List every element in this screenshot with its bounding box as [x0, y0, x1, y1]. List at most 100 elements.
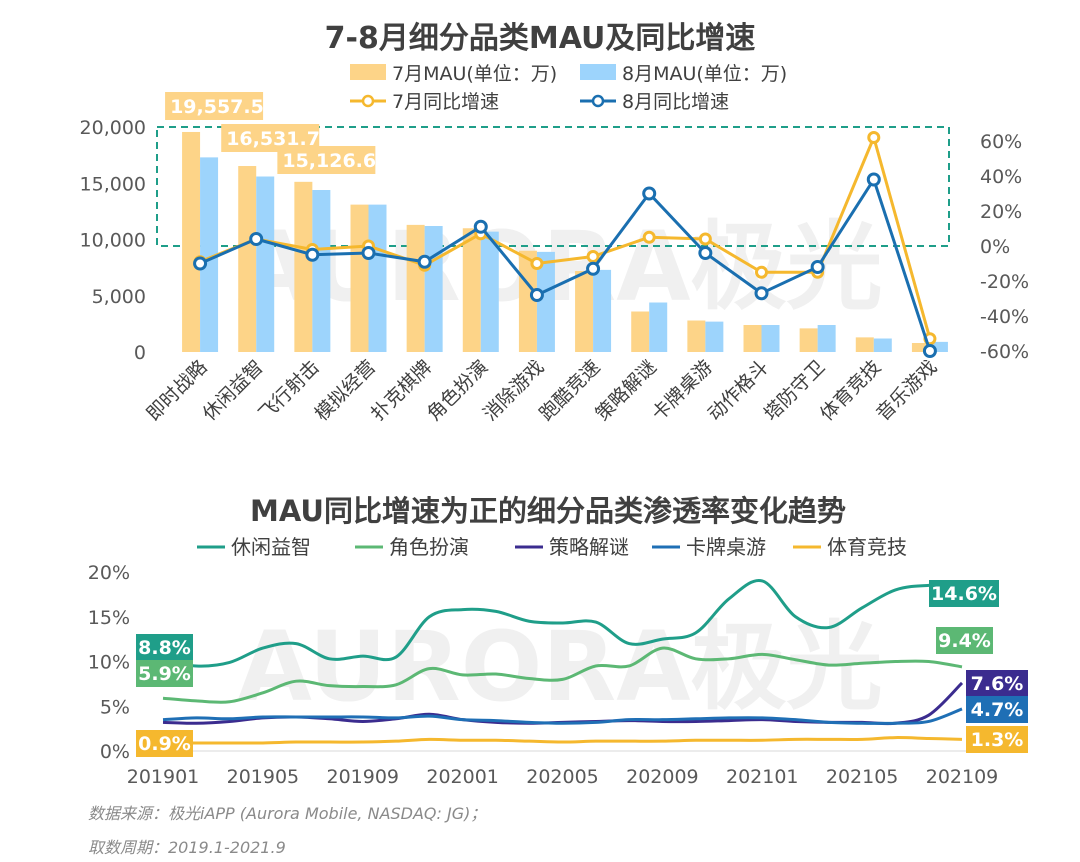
x-category-label: 模拟经营	[311, 356, 380, 425]
legend-label-1: 休闲益智	[231, 535, 311, 559]
legend-marker-3	[361, 94, 375, 108]
end-label-sports-box	[966, 726, 1028, 753]
legend-label-1: 7月MAU(单位：万)	[392, 63, 557, 85]
bar-7-4	[350, 204, 369, 352]
watermark: AURORA极光	[237, 611, 882, 723]
bar-8-10	[705, 321, 724, 352]
y-right-tick: -40%	[980, 306, 1029, 328]
y-right-tick: 40%	[980, 166, 1022, 188]
x-category-label: 飞行射击	[255, 356, 324, 425]
x-category-label: 动作格斗	[704, 356, 773, 425]
end-label-card: 4.7%	[971, 699, 1024, 721]
y-right-tick: 60%	[980, 131, 1022, 153]
end-label-strategy: 7.6%	[971, 673, 1024, 695]
bar-8-1	[200, 157, 219, 352]
source-note: 数据来源：极光iAPP (Aurora Mobile, NASDAQ: JG)；	[88, 804, 487, 823]
series-line-rpg	[162, 646, 963, 704]
bar-7-1	[182, 131, 201, 352]
point-7-8	[586, 250, 600, 263]
bar-8-12	[817, 325, 836, 352]
point-8-11	[754, 286, 769, 301]
x-category-label: 跑酷竞速	[535, 356, 604, 425]
legend-label-4: 8月同比增速	[622, 91, 729, 113]
bar-8-7	[536, 251, 555, 352]
point-8-7	[529, 288, 544, 302]
x-category-label: 音乐游戏	[872, 356, 941, 425]
bar-7-12	[799, 328, 818, 352]
legend-label-2: 角色扮演	[389, 535, 469, 559]
bar-8-11	[761, 325, 780, 352]
x-category-label: 扑克棋牌	[367, 356, 436, 425]
end-label-sports: 1.3%	[971, 729, 1024, 751]
x-tick: 201901	[127, 766, 200, 788]
penetration-line-chart: MAU同比增速为正的细分品类渗透率变化趋势 AURORA极光 休闲益智 角色扮演 策略解…	[88, 494, 1028, 788]
point-7-13	[867, 131, 881, 144]
highlight-box	[156, 126, 950, 247]
bar-7-6	[462, 228, 481, 352]
legend-label-4: 卡牌桌游	[686, 535, 766, 559]
x-tick: 202005	[526, 766, 599, 788]
period-note: 取数周期：2019.1-2021.9	[88, 838, 286, 857]
bar-8-5	[424, 226, 443, 352]
point-8-14	[922, 344, 937, 358]
end-label-casual: 14.6%	[931, 583, 997, 605]
start-label-rpg-box	[136, 660, 193, 687]
end-label-rpg: 9.4%	[938, 630, 991, 652]
x-category-label: 卡牌桌游	[648, 356, 717, 425]
line-8	[199, 176, 932, 352]
y-tick: 5%	[100, 696, 130, 718]
series-line-casual	[162, 579, 963, 668]
start-label-casual-box	[136, 634, 193, 661]
start-label-casual: 8.8%	[138, 637, 191, 659]
data-label-1: 19,557.5	[170, 96, 264, 118]
y-right-tick: 0%	[980, 236, 1010, 258]
x-tick: 201909	[326, 766, 399, 788]
y-tick: 20%	[88, 562, 130, 584]
chart-title: MAU同比增速为正的细分品类渗透率变化趋势	[250, 494, 846, 528]
bar-7-7	[518, 250, 537, 352]
bar-7-5	[406, 224, 425, 352]
x-tick: 202109	[926, 766, 999, 788]
legend-label-2: 8月MAU(单位：万)	[622, 63, 787, 85]
y-tick: 10%	[88, 652, 130, 674]
legend-swatch-2	[580, 64, 616, 80]
y-tick: 15%	[88, 607, 130, 629]
legend-swatch-1	[350, 64, 386, 80]
bar-8-6	[480, 231, 499, 352]
y-left-tick: 0	[134, 342, 146, 364]
end-label-casual-box	[929, 580, 999, 607]
point-8-13	[866, 172, 881, 187]
x-category-label: 休闲益智	[198, 356, 267, 425]
point-8-1	[193, 256, 208, 271]
end-label-strategy-box	[966, 670, 1028, 697]
y-right-tick: -60%	[980, 341, 1029, 363]
bar-7-13	[855, 337, 874, 352]
x-category-label: 角色扮演	[423, 356, 492, 425]
bar-7-2	[238, 166, 257, 352]
bar-7-3	[294, 181, 313, 352]
x-tick: 202001	[426, 766, 499, 788]
x-tick: 202105	[826, 766, 899, 788]
bar-7-9	[631, 311, 650, 352]
series-line-card	[162, 707, 963, 725]
x-category-label: 消除游戏	[479, 356, 548, 425]
start-label-sports-box	[136, 730, 193, 757]
point-8-4	[361, 246, 376, 260]
point-8-3	[305, 247, 320, 262]
watermark: AURORA极光	[237, 211, 882, 323]
x-category-label: 体育竞技	[816, 356, 885, 425]
bar-7-11	[743, 325, 762, 352]
bar-7-10	[687, 320, 706, 352]
start-label-sports: 0.9%	[138, 733, 191, 755]
legend-label-3: 7月同比增速	[392, 91, 499, 113]
point-7-7	[530, 257, 544, 270]
bar-8-13	[873, 338, 892, 352]
point-7-9	[642, 230, 656, 244]
legend-marker-4	[591, 94, 605, 108]
point-8-2	[249, 232, 264, 246]
chart-title: 7-8月细分品类MAU及同比增速	[325, 21, 756, 56]
bar-8-4	[368, 204, 387, 352]
mau-bar-line-chart: 7-8月细分品类MAU及同比增速 AURORA极光 7月MAU(单位：万) 8月MAU…	[80, 21, 1030, 425]
x-category-label: 策略解谜	[591, 356, 660, 425]
legend-label-3: 策略解谜	[549, 535, 629, 559]
